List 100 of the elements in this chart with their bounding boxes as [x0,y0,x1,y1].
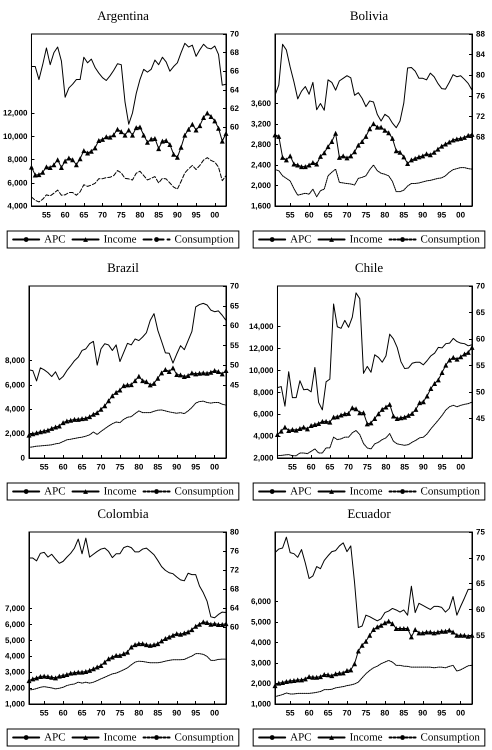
point [186,126,192,132]
y-tick-label: 2,400 [250,160,272,170]
point [383,404,388,410]
point [462,352,468,357]
point [413,406,418,412]
point [220,371,225,376]
x-tick-label: 65 [78,462,88,472]
point [336,154,342,160]
point [111,132,116,138]
x-tick-label: 85 [399,708,409,718]
x-tick-label: 75 [115,462,125,472]
legend-label: APC [44,732,66,744]
point [193,624,198,629]
x-tick-label: 70 [96,708,106,718]
point [360,642,365,648]
legend-label: APC [290,486,312,498]
x-tick-label: 85 [399,210,409,220]
y-tick-label: 0 [20,454,26,462]
point [220,622,225,628]
point [144,379,149,384]
y2-tick-label: 65 [476,308,486,317]
point [141,132,146,138]
point [372,416,378,421]
point [326,144,331,150]
point [405,161,410,166]
x-tick-label: 95 [437,210,447,220]
point [466,350,471,355]
point [295,677,300,682]
point [53,675,58,680]
y-tick-label: 3,200 [250,120,272,129]
point [356,648,361,654]
point [378,124,384,130]
point [132,378,138,384]
x-tick-label: 00 [210,462,220,472]
point [44,164,49,170]
point [136,374,142,379]
point [64,672,70,678]
point [193,371,198,376]
point [402,414,408,420]
chart-title: Brazil [107,260,140,275]
point [98,662,104,668]
x-tick-label: 90 [418,462,428,472]
point [428,386,434,392]
point [387,402,392,407]
y-tick-label: 6,000 [253,410,274,419]
point [361,410,366,416]
point [378,622,384,628]
point [189,370,194,376]
point [439,144,444,149]
y2-tick-label: 60 [230,122,240,132]
point [156,146,162,152]
point [200,619,206,624]
point [382,620,388,626]
legend-label: Consumption [420,234,480,246]
point [338,412,344,418]
x-tick-label: 85 [153,462,163,472]
point [302,164,308,170]
point [106,398,112,404]
point [204,110,210,116]
y2-tick-label: 65 [476,579,486,588]
point [410,410,415,416]
point [87,668,92,673]
point [216,622,221,628]
point [167,142,172,148]
point [162,636,168,642]
legend-label: APC [290,234,312,246]
y-tick-label: 4,000 [253,432,274,441]
y2-tick-label: 66 [230,66,240,76]
point [398,150,403,155]
point [320,418,325,424]
legend-label: Income [350,486,383,498]
point [299,164,304,170]
point [182,132,188,138]
y-tick-label: 6,000 [250,597,272,606]
x-tick-label: 90 [172,708,182,718]
legend-label: APC [290,732,312,744]
y-tick-label: 6,000 [7,178,28,188]
point [114,390,119,395]
legend-label: APC [44,234,66,246]
legend-label: Consumption [174,732,234,744]
legend-label: Income [104,234,137,246]
point [68,418,74,423]
y-tick-label: 5,000 [4,636,26,645]
point [334,414,340,420]
point [126,127,132,132]
point [51,162,56,168]
point [371,627,376,632]
point [56,424,62,429]
point [412,627,418,632]
point [420,630,426,636]
point [148,382,153,388]
point [327,420,332,425]
point [352,661,358,666]
point [200,370,206,376]
point [182,630,187,636]
point [458,354,464,360]
x-tick-label: 00 [456,210,466,220]
point [348,153,354,158]
x-tick-label: 65 [324,210,334,220]
point [62,158,68,164]
